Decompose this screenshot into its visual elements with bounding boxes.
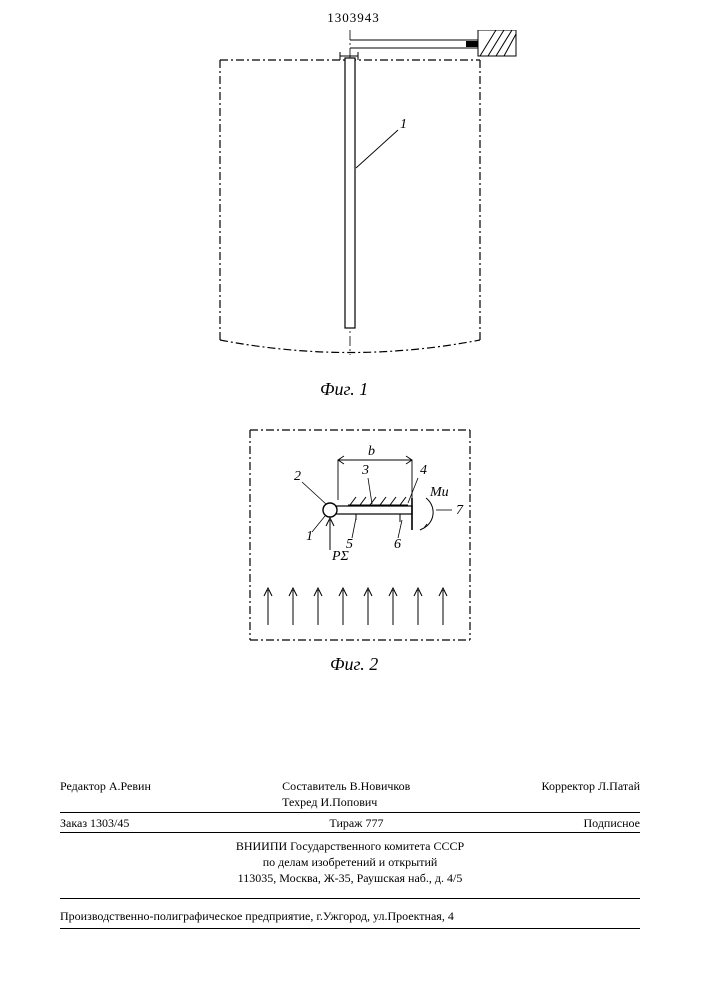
- hr-4: [60, 928, 640, 929]
- fig2-label-4: 4: [420, 463, 427, 478]
- techred: Техред И.Попович: [282, 795, 377, 809]
- fig2-moment-arc: [420, 498, 433, 530]
- hr-1: [60, 812, 640, 813]
- fig2-label-M: Mи: [429, 485, 449, 500]
- publisher-line-1: ВНИИПИ Государственного комитета СССР: [60, 838, 640, 854]
- fig1-mount: [340, 30, 516, 60]
- fig2-label-7: 7: [456, 503, 464, 518]
- fig2-panel: [250, 430, 470, 640]
- fig2-dim-b-label: b: [368, 444, 375, 459]
- fig2-label-2: 2: [294, 469, 301, 484]
- printer-text: Производственно-полиграфическое предприя…: [60, 909, 454, 923]
- fig1-leader-1: [356, 130, 398, 168]
- corrector: Корректор Л.Патай: [542, 778, 640, 810]
- colophon-row-2: Заказ 1303/45 Тираж 777 Подписное: [60, 815, 640, 831]
- fig2-label-5: 5: [346, 537, 353, 552]
- print-run: Тираж 777: [329, 815, 383, 831]
- fig2-force-P: [326, 518, 334, 550]
- publisher-line-2: по делам изобретений и открытий: [60, 854, 640, 870]
- fig2-label-1: 1: [306, 529, 313, 544]
- compiler: Составитель В.Новичков: [282, 779, 410, 793]
- figure-2: b: [250, 430, 470, 640]
- patent-number: 1303943: [0, 10, 707, 26]
- publisher-line-3: 113035, Москва, Ж-35, Раушская наб., д. …: [60, 870, 640, 886]
- hr-2: [60, 832, 640, 833]
- fig2-label-6: 6: [394, 537, 401, 552]
- fig2-flow-arrows: [264, 588, 447, 625]
- fig2-caption: Фиг. 2: [330, 654, 378, 674]
- fig2-device: [323, 497, 412, 530]
- fig2-dim-b: [338, 456, 412, 500]
- figures-area: 1 Фиг. 1 b: [0, 30, 707, 680]
- printer-line: Производственно-полиграфическое предприя…: [60, 908, 640, 924]
- fig2-label-3: 3: [361, 463, 369, 478]
- editor: Редактор А.Ревин: [60, 778, 151, 810]
- fig1-caption: Фиг. 1: [320, 379, 368, 399]
- colophon-row-1: Редактор А.Ревин Составитель В.Новичков …: [60, 778, 640, 810]
- fig1-probe: [345, 58, 355, 328]
- publisher-block: ВНИИПИ Государственного комитета СССР по…: [60, 838, 640, 887]
- page: 1303943: [0, 0, 707, 1000]
- subscription: Подписное: [584, 815, 641, 831]
- order-number: Заказ 1303/45: [60, 815, 129, 831]
- figure-1: 1: [220, 30, 516, 355]
- fig1-label-1: 1: [400, 117, 407, 132]
- hr-3: [60, 898, 640, 899]
